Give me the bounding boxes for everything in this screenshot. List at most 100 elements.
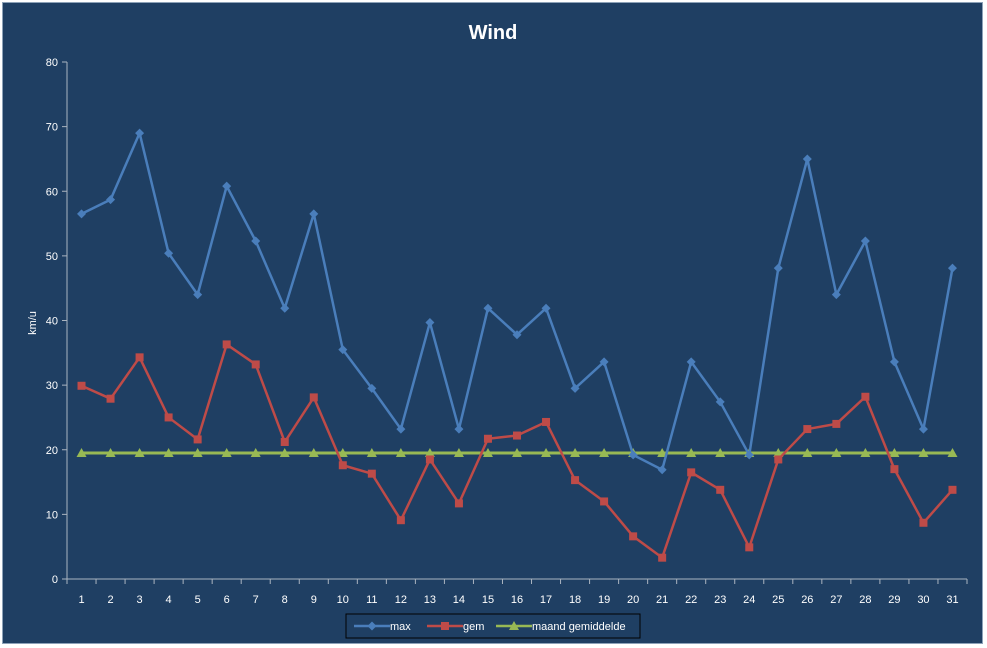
data-point-max <box>396 424 406 434</box>
data-point-maand-gemiddelde <box>134 447 145 457</box>
data-point-maand-gemiddelde <box>918 447 929 457</box>
data-point-maand-gemiddelde <box>250 447 261 457</box>
data-point-max <box>164 248 174 258</box>
data-point-max <box>831 290 841 300</box>
x-tick-label: 24 <box>743 594 755 606</box>
x-tick-label: 15 <box>482 594 494 606</box>
data-point-gem <box>338 461 347 470</box>
x-tick-label: 8 <box>282 594 288 606</box>
data-point-max <box>135 128 145 138</box>
data-point-gem <box>280 437 289 446</box>
data-point-max <box>454 424 464 434</box>
x-tick-label: 27 <box>830 594 842 606</box>
x-tick-label: 31 <box>946 594 958 606</box>
legend-swatch-marker <box>441 622 449 630</box>
y-tick-label: 60 <box>46 186 58 198</box>
series-max <box>77 128 957 475</box>
legend-item-max: max <box>354 621 411 633</box>
data-point-maand-gemiddelde <box>860 447 871 457</box>
data-point-max <box>570 383 580 393</box>
data-point-maand-gemiddelde <box>686 447 697 457</box>
y-tick-label: 40 <box>46 316 58 328</box>
y-axis-label: km/u <box>27 311 39 335</box>
data-point-gem <box>629 532 638 541</box>
data-point-maand-gemiddelde <box>453 447 464 457</box>
data-point-maand-gemiddelde <box>773 447 784 457</box>
data-point-maand-gemiddelde <box>599 447 610 457</box>
x-tick-label: 30 <box>917 594 929 606</box>
y-tick-label: 20 <box>46 445 58 457</box>
x-tick-label: 14 <box>453 594 465 606</box>
data-point-max <box>773 263 783 273</box>
data-point-max <box>338 345 348 355</box>
data-point-maand-gemiddelde <box>366 447 377 457</box>
data-point-gem <box>948 485 957 494</box>
data-point-maand-gemiddelde <box>570 447 581 457</box>
y-tick-label: 80 <box>46 57 58 69</box>
data-point-max <box>77 209 87 219</box>
legend-item-gem: gem <box>427 621 484 633</box>
x-tick-label: 18 <box>569 594 581 606</box>
data-point-maand-gemiddelde <box>947 447 958 457</box>
data-point-maand-gemiddelde <box>308 447 319 457</box>
data-point-gem <box>803 425 812 434</box>
x-tick-label: 4 <box>166 594 172 606</box>
data-point-max <box>541 303 551 313</box>
series-maand-gemiddelde <box>76 447 958 457</box>
data-point-gem <box>309 393 318 402</box>
data-point-maand-gemiddelde <box>192 447 203 457</box>
series-gem <box>77 340 957 562</box>
data-point-maand-gemiddelde <box>831 447 842 457</box>
x-tick-label: 2 <box>107 594 113 606</box>
y-tick-label: 70 <box>46 122 58 134</box>
x-tick-label: 22 <box>685 594 697 606</box>
data-point-max <box>889 357 899 367</box>
data-point-max <box>106 195 116 205</box>
data-point-maand-gemiddelde <box>541 447 552 457</box>
data-point-gem <box>367 469 376 478</box>
data-point-maand-gemiddelde <box>105 447 116 457</box>
data-point-maand-gemiddelde <box>279 447 290 457</box>
data-point-gem <box>193 435 202 444</box>
data-point-gem <box>425 455 434 464</box>
data-point-maand-gemiddelde <box>424 447 435 457</box>
data-point-max <box>280 303 290 313</box>
data-point-gem <box>687 468 696 477</box>
legend-label: max <box>390 621 411 633</box>
data-point-max <box>715 397 725 407</box>
y-tick-label: 10 <box>46 509 58 521</box>
x-tick-label: 6 <box>224 594 230 606</box>
data-point-maand-gemiddelde <box>76 447 87 457</box>
legend-label: gem <box>463 621 484 633</box>
y-tick-label: 0 <box>52 574 58 586</box>
data-point-gem <box>745 543 754 552</box>
data-point-gem <box>77 381 86 390</box>
legend-label: maand gemiddelde <box>532 621 626 633</box>
data-point-maand-gemiddelde <box>221 447 232 457</box>
x-tick-label: 20 <box>627 594 639 606</box>
x-tick-label: 9 <box>311 594 317 606</box>
series-line-max <box>80 131 954 472</box>
data-point-maand-gemiddelde <box>512 447 522 457</box>
x-tick-label: 21 <box>656 594 668 606</box>
data-point-gem <box>396 516 405 525</box>
data-point-max <box>657 465 667 475</box>
data-point-gem <box>251 360 260 369</box>
legend-swatch-marker <box>367 621 377 631</box>
data-point-gem <box>890 465 899 474</box>
data-point-max <box>628 450 638 460</box>
data-point-gem <box>716 485 725 494</box>
data-point-max <box>367 383 377 393</box>
x-tick-label: 25 <box>772 594 784 606</box>
data-point-gem <box>658 553 667 562</box>
data-point-gem <box>861 392 870 401</box>
x-tick-label: 11 <box>366 594 377 606</box>
data-point-maand-gemiddelde <box>163 447 174 457</box>
data-point-max <box>802 154 812 164</box>
x-tick-label: 5 <box>195 594 201 606</box>
x-tick-label: 17 <box>540 594 552 606</box>
data-point-gem <box>222 340 231 349</box>
x-tick-label: 26 <box>801 594 813 606</box>
